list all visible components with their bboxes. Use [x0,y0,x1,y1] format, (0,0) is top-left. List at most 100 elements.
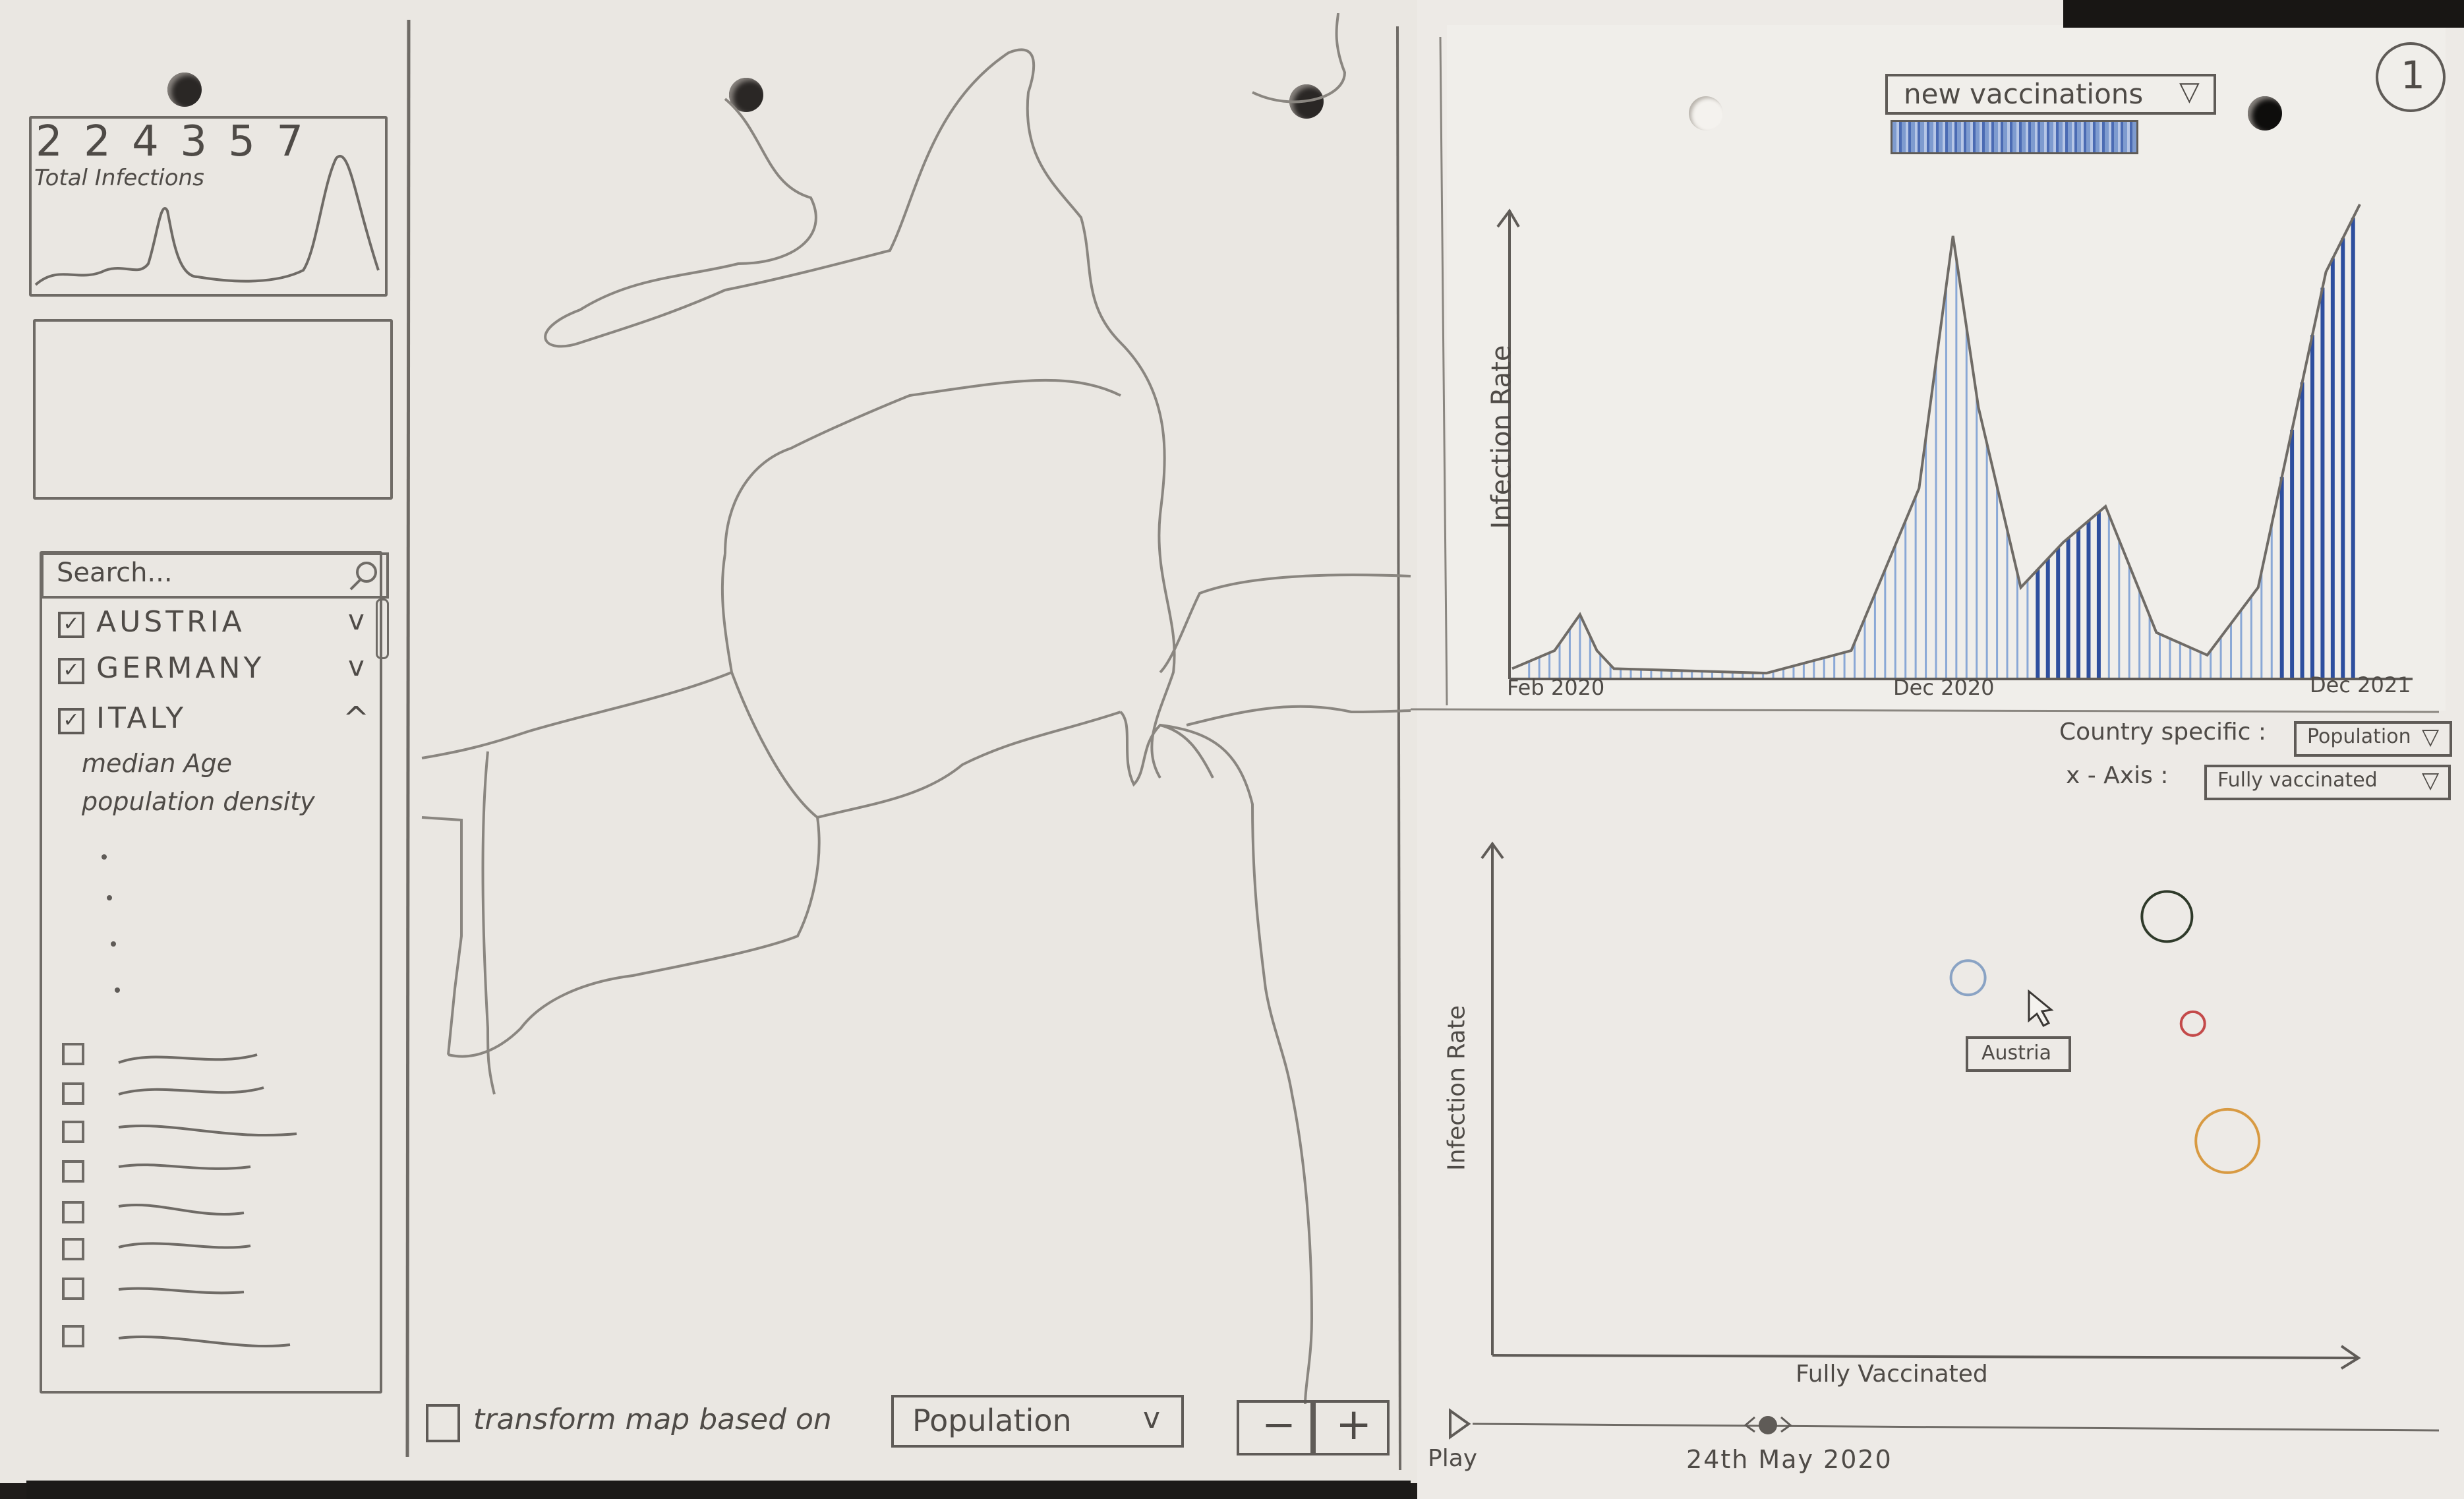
x-axis-select-label: x - Axis : [2066,762,2169,789]
x-tick-label-dec-2021: Dec 2021 [2310,672,2411,697]
empty-panel [33,319,393,500]
list-checkbox [62,1201,84,1223]
punch-hole [1689,96,1723,131]
country-specific-select[interactable]: Population ▽ [2294,721,2452,757]
zoom-out-button[interactable]: − [1237,1400,1313,1455]
punch-hole [2248,96,2282,131]
play-icon[interactable] [1449,1408,1471,1440]
x-axis-select-value: Fully vaccinated [2217,769,2378,792]
list-checkbox [62,1278,84,1300]
slider-date-label: 24th May 2020 [1686,1445,1892,1474]
country-label-germany: GERMANY [96,651,265,685]
ellipsis-dot [107,895,112,900]
background-edge [26,1481,1411,1499]
list-checkbox [62,1043,84,1065]
austria-tooltip: Austria [1966,1036,2071,1072]
total-infections-label: Total Infections [34,165,204,191]
list-placeholder-line [118,1242,251,1249]
scatter-point[interactable] [2179,1010,2206,1037]
country-row-germany[interactable]: ✓ GERMANY v [53,650,369,690]
x-axis-select[interactable]: Fully vaccinated ▽ [2204,765,2451,800]
scatter-x-axis-label: Fully Vaccinated [1796,1361,1988,1388]
italy-detail-population-density[interactable]: population density [82,787,315,816]
country-label-italy: ITALY [96,701,187,735]
list-placeholder-line [118,1125,297,1136]
metric-select[interactable]: new vaccinations ▽ [1885,74,2216,115]
country-checkbox-germany[interactable]: ✓ [58,658,84,684]
scatter-point[interactable] [2194,1107,2261,1174]
play-label[interactable]: Play [1428,1445,1478,1472]
chevron-down-icon: ▽ [2422,724,2440,750]
left-sheet [0,0,1417,1483]
italy-detail-median-age[interactable]: median Age [82,749,233,778]
country-checkbox-italy[interactable]: ✓ [58,708,84,734]
list-placeholder-line [118,1086,264,1096]
country-checkbox-austria[interactable]: ✓ [58,612,84,638]
plus-icon: + [1335,1399,1372,1450]
transform-map-label: transform map based on [473,1403,832,1436]
chevron-down-icon[interactable]: v [348,650,365,682]
list-checkbox [62,1082,84,1105]
x-tick-label-feb-2020: Feb 2020 [1507,675,1605,700]
time-slider-track[interactable] [1472,1423,2440,1432]
transform-map-checkbox[interactable] [426,1404,460,1442]
chevron-up-icon[interactable]: ^ [343,700,370,737]
list-checkbox [62,1238,84,1260]
austria-tooltip-label: Austria [1981,1042,2051,1065]
chevron-down-icon: ▽ [2422,767,2440,794]
total-infections-card [29,116,388,297]
list-scrollbar[interactable] [376,599,389,659]
ellipsis-dot [115,987,120,993]
list-checkbox [62,1121,84,1143]
ellipsis-dot [111,941,116,947]
country-specific-label: Country specific : [2059,719,2267,746]
time-slider-handle[interactable] [1759,1416,1777,1434]
x-axis [1492,1354,2358,1359]
cursor-icon [2028,989,2054,1027]
country-row-austria[interactable]: ✓ AUSTRIA v [53,604,369,643]
metric-color-swatch [1891,120,2138,154]
y-axis-arrow [1481,841,1504,860]
country-label-austria: AUSTRIA [96,605,245,639]
transform-map-select-value: Population [912,1403,1072,1438]
chevron-down-icon[interactable]: v [348,604,365,636]
search-input[interactable] [41,552,389,599]
minus-icon: − [1262,1400,1296,1448]
series-outline [1511,204,2361,675]
list-placeholder-line [118,1287,245,1295]
list-placeholder-line [118,1053,258,1064]
search-placeholder: Search... [57,558,173,588]
background-corner [2063,0,2464,28]
chevron-down-icon: ▽ [2179,76,2200,107]
transform-map-select[interactable]: Population v [891,1395,1184,1448]
total-infections-value: 2 2 4 3 5 7 [36,117,308,166]
ellipsis-dot [102,854,107,860]
chevron-down-icon: v [1143,1401,1161,1435]
zoom-in-button[interactable]: + [1313,1399,1390,1455]
list-placeholder-line [118,1203,245,1216]
list-placeholder-line [118,1163,251,1170]
list-placeholder-line [118,1336,291,1347]
y-axis-arrow [1496,208,1520,228]
country-specific-select-value: Population [2307,725,2411,748]
slider-arrows-icon [1744,1416,1792,1433]
page-number: 1 [2401,53,2425,98]
list-checkbox [62,1325,84,1347]
scatter-point[interactable] [1949,959,1987,997]
metric-select-value: new vaccinations [1904,78,2144,110]
x-axis-arrow [2340,1345,2361,1370]
x-tick-label-dec-2020: Dec 2020 [1893,675,1995,700]
scatter-point[interactable] [2140,890,2194,943]
country-row-italy[interactable]: ✓ ITALY ^ [53,700,369,740]
page-number-circle: 1 [2376,42,2446,112]
list-checkbox [62,1160,84,1183]
punch-hole [167,73,202,107]
